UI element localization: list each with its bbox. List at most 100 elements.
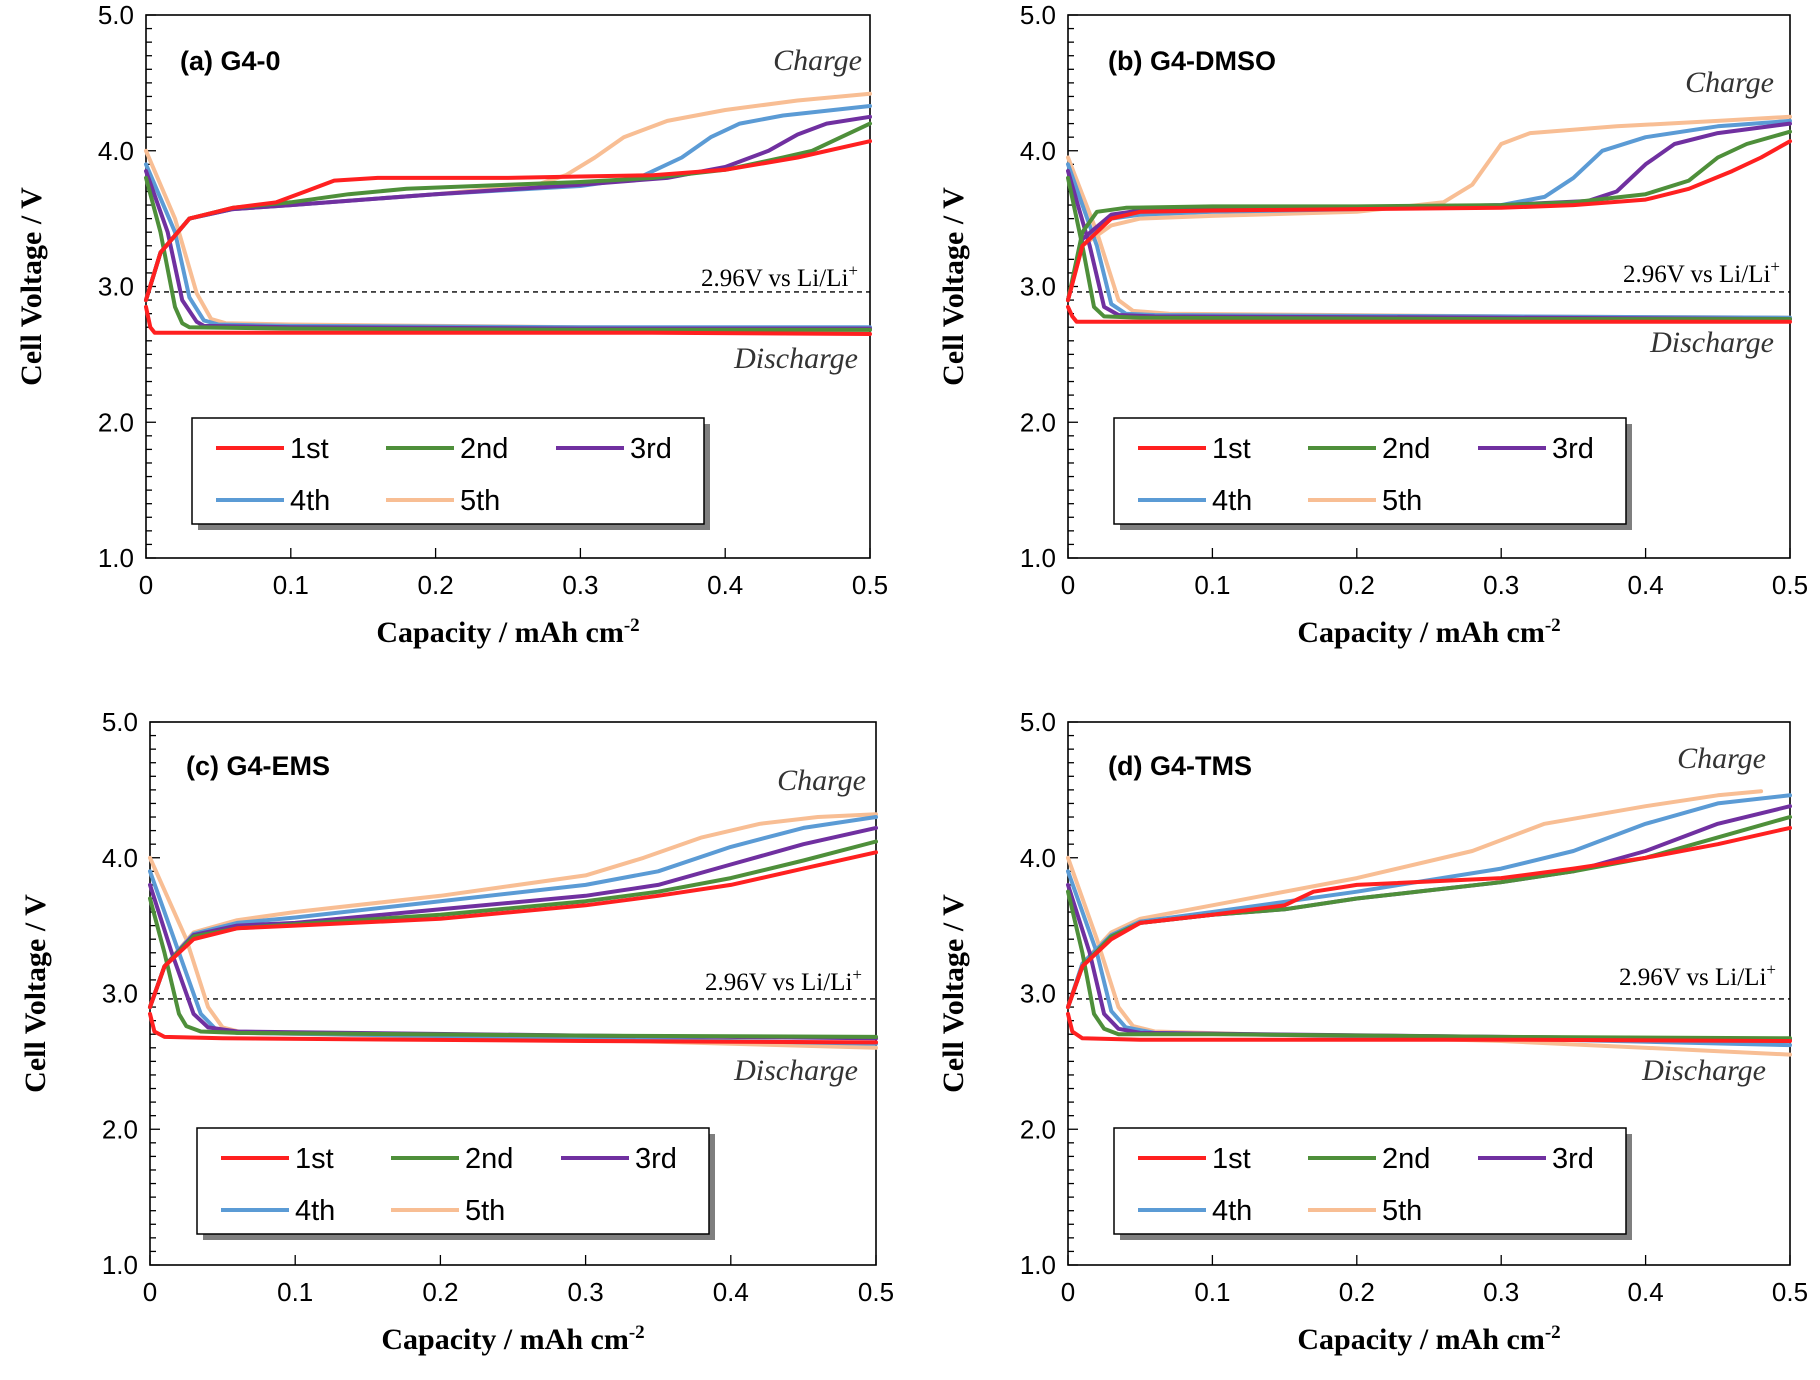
legend-box	[1113, 1127, 1627, 1235]
legend-label-1st: 1st	[1212, 1143, 1251, 1175]
y-tick-label: 3.0	[1020, 272, 1056, 302]
y-tick-label: 5.0	[1020, 0, 1056, 30]
x-axis-title: Capacity / mAh cm-2	[1297, 1322, 1560, 1356]
y-tick-label: 5.0	[98, 0, 134, 30]
y-tick-label: 4.0	[1020, 843, 1056, 873]
y-tick-label: 1.0	[1020, 543, 1056, 573]
y-tick-label: 3.0	[1020, 979, 1056, 1009]
legend: 1st 2nd 3rd 4th 5th	[1113, 1127, 1632, 1240]
y-tick-label: 4.0	[1020, 136, 1056, 166]
charge-curve-5th	[1066, 114, 1792, 303]
x-tick-label: 0	[143, 1277, 157, 1307]
legend-label-1st: 1st	[295, 1143, 334, 1175]
discharge-curve-2nd	[144, 175, 872, 332]
x-axis-title: Capacity / mAh cm-2	[381, 1322, 644, 1356]
y-tick-label: 5.0	[1020, 707, 1056, 737]
x-tick-label: 0.2	[418, 570, 454, 600]
legend: 1st 2nd 3rd 4th 5th	[196, 1127, 715, 1240]
y-axis-title: Cell Voltage / V	[937, 894, 970, 1093]
x-tick-label: 0.4	[1628, 1277, 1664, 1307]
legend-label-1st: 1st	[1212, 433, 1251, 465]
x-tick-label: 0.5	[852, 570, 888, 600]
legend-box	[196, 1127, 710, 1235]
x-tick-label: 0	[139, 570, 153, 600]
legend-label-1st: 1st	[290, 433, 329, 465]
x-tick-label: 0.5	[858, 1277, 894, 1307]
x-tick-label: 0.1	[277, 1277, 313, 1307]
charge-curve-1st	[148, 850, 878, 1010]
legend-label-5th: 5th	[1382, 485, 1422, 517]
panel-title: (b) G4-DMSO	[1108, 46, 1276, 76]
y-axis-title: Cell Voltage / V	[19, 894, 52, 1093]
legend-label-5th: 5th	[465, 1195, 505, 1227]
legend-label-2nd: 2nd	[1382, 1143, 1430, 1175]
legend-label-5th: 5th	[1382, 1195, 1422, 1227]
legend-label-2nd: 2nd	[460, 433, 508, 465]
y-tick-label: 4.0	[98, 136, 134, 166]
legend-label-2nd: 2nd	[465, 1143, 513, 1175]
reference-line-label: 2.96V vs Li/Li+	[701, 261, 858, 292]
reference-line-label: 2.96V vs Li/Li+	[705, 965, 862, 996]
discharge-annotation: Discharge	[733, 342, 858, 375]
discharge-curve-1st	[144, 304, 872, 336]
y-tick-label: 4.0	[102, 843, 138, 873]
legend-box	[1113, 417, 1627, 525]
legend-label-4th: 4th	[1212, 485, 1252, 517]
x-tick-label: 0.5	[1772, 570, 1808, 600]
x-tick-label: 0	[1061, 570, 1075, 600]
x-tick-label: 0.5	[1772, 1277, 1808, 1307]
panel-title: (c) G4-EMS	[186, 751, 330, 781]
chart-panel-3: 1.0 2.0 3.0 4.0 5.0 0 0.1 0.2 0.3 0.4 0.5 Capacity …	[19, 707, 894, 1356]
y-tick-label: 1.0	[102, 1250, 138, 1280]
x-tick-label: 0.1	[1194, 570, 1230, 600]
discharge-curve-1st	[1066, 304, 1792, 324]
y-axis-title: Cell Voltage / V	[937, 187, 970, 386]
discharge-annotation: Discharge	[1649, 326, 1774, 359]
x-tick-label: 0.4	[713, 1277, 749, 1307]
legend-box	[191, 417, 705, 525]
legend-label-4th: 4th	[1212, 1195, 1252, 1227]
chart-panel-2: 1.0 2.0 3.0 4.0 5.0 0 0.1 0.2 0.3 0.4 0.5 Capacity …	[937, 0, 1808, 649]
x-tick-label: 0.4	[1628, 570, 1664, 600]
legend-label-4th: 4th	[290, 485, 330, 517]
y-tick-label: 3.0	[98, 272, 134, 302]
y-tick-label: 3.0	[102, 979, 138, 1009]
panel-title: (a) G4-0	[180, 46, 281, 76]
charge-annotation: Charge	[1685, 66, 1774, 99]
chart-panel-4: 1.0 2.0 3.0 4.0 5.0 0 0.1 0.2 0.3 0.4 0.5 Capacity …	[937, 707, 1808, 1356]
y-tick-label: 5.0	[102, 707, 138, 737]
x-tick-label: 0.3	[1483, 1277, 1519, 1307]
charge-curve-1st	[144, 139, 872, 303]
x-axis-title: Capacity / mAh cm-2	[1297, 615, 1560, 649]
x-tick-label: 0.1	[273, 570, 309, 600]
charge-curve-1st	[1066, 825, 1792, 1010]
y-tick-label: 2.0	[98, 407, 134, 437]
discharge-annotation: Discharge	[1641, 1054, 1766, 1087]
legend-label-3rd: 3rd	[1552, 433, 1594, 465]
legend-label-4th: 4th	[295, 1195, 335, 1227]
charge-annotation: Charge	[777, 764, 866, 797]
x-tick-label: 0.2	[422, 1277, 458, 1307]
discharge-curve-1st	[1066, 1011, 1792, 1043]
x-tick-label: 0.4	[707, 570, 743, 600]
reference-line-label: 2.96V vs Li/Li+	[1623, 257, 1780, 288]
y-tick-label: 1.0	[1020, 1250, 1056, 1280]
y-axis-title: Cell Voltage / V	[15, 187, 48, 386]
x-tick-label: 0.1	[1194, 1277, 1230, 1307]
x-tick-label: 0.2	[1339, 570, 1375, 600]
discharge-curve-1st	[148, 1011, 878, 1045]
x-tick-label: 0.3	[568, 1277, 604, 1307]
y-tick-label: 2.0	[102, 1114, 138, 1144]
x-tick-label: 0.3	[1483, 570, 1519, 600]
y-tick-label: 2.0	[1020, 1114, 1056, 1144]
legend-label-2nd: 2nd	[1382, 433, 1430, 465]
x-axis-title: Capacity / mAh cm-2	[376, 615, 639, 649]
reference-line-label: 2.96V vs Li/Li+	[1619, 960, 1776, 991]
x-tick-label: 0.3	[562, 570, 598, 600]
charge-curve-1st	[1066, 139, 1792, 303]
discharge-annotation: Discharge	[733, 1054, 858, 1087]
panel-title: (d) G4-TMS	[1108, 751, 1252, 781]
x-tick-label: 0.2	[1339, 1277, 1375, 1307]
charge-annotation: Charge	[1677, 742, 1766, 775]
